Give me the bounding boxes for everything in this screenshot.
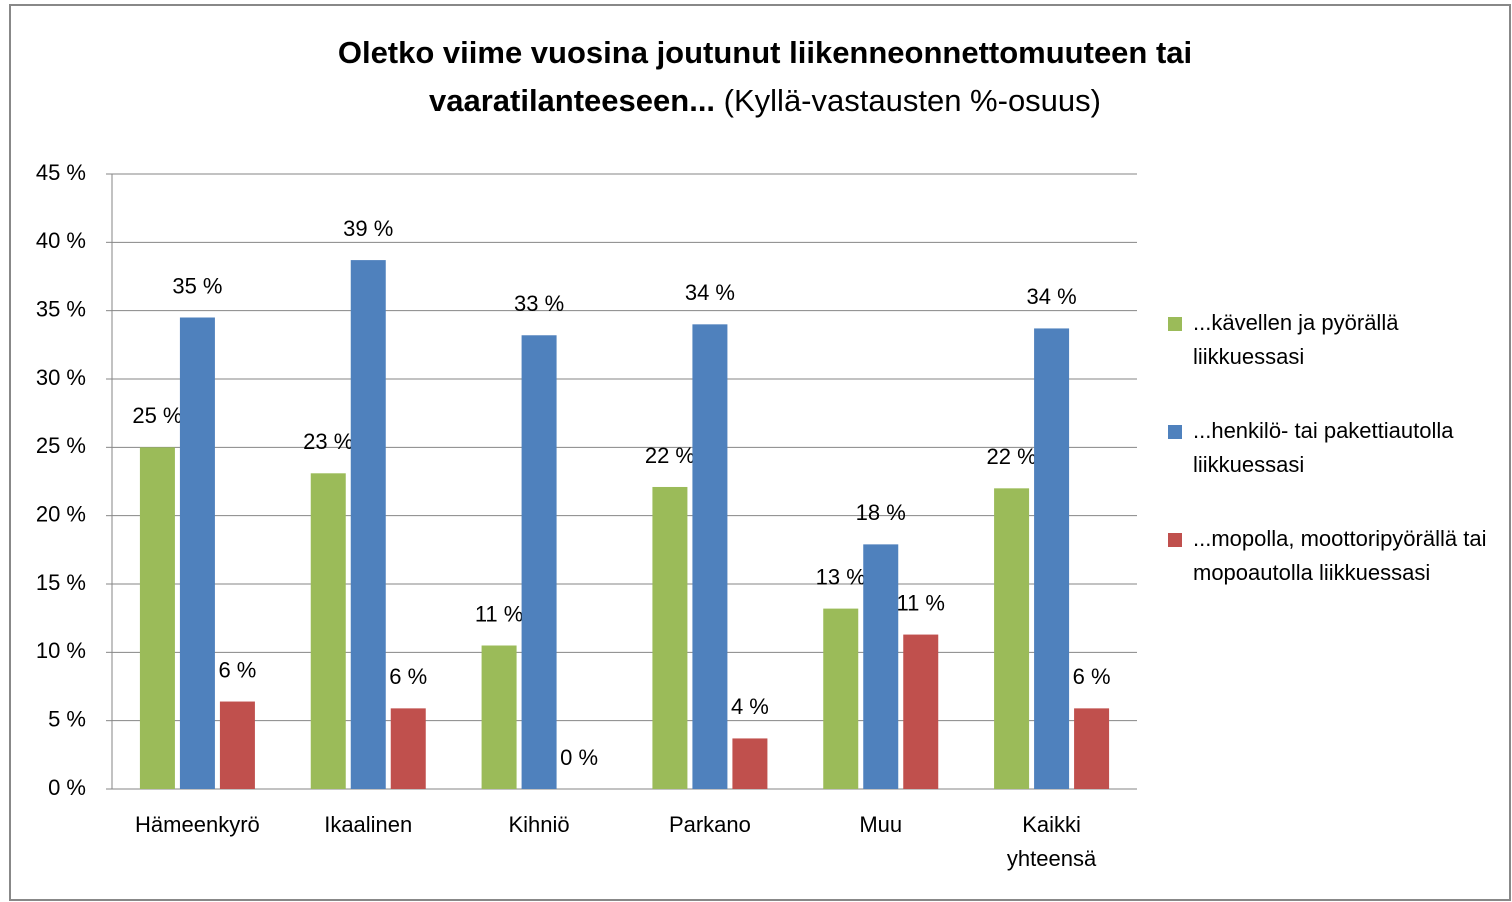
legend-label: ...mopolla, moottoripyörällä tai mopoaut… (1193, 526, 1487, 585)
chart-subtitle: (Kyllä-vastausten %-osuus) (724, 83, 1101, 118)
chart-title-line: vaaratilanteeseen... (Kyllä-vastausten %… (429, 83, 1101, 118)
y-tick-label: 30 % (36, 365, 86, 390)
value-label: 22 % (987, 444, 1037, 469)
chart-title: vaaratilanteeseen... (429, 83, 715, 118)
bar (903, 634, 939, 789)
value-label: 23 % (303, 429, 353, 454)
value-label: 11 % (896, 590, 945, 615)
value-label: 4 % (731, 694, 769, 719)
y-tick-label: 15 % (36, 570, 86, 595)
bar (1074, 708, 1110, 789)
bar (310, 473, 346, 789)
legend-swatch (1168, 425, 1182, 439)
value-label: 22 % (645, 443, 695, 468)
value-label: 6 % (218, 657, 256, 682)
bar (732, 738, 768, 789)
bar (863, 544, 899, 789)
y-tick-label: 45 % (36, 160, 86, 185)
value-label: 34 % (685, 280, 735, 305)
value-label: 13 % (816, 564, 866, 589)
y-tick-label: 20 % (36, 501, 86, 526)
value-label: 0 % (560, 745, 598, 770)
bar (179, 317, 215, 789)
legend: ...kävellen ja pyörällä liikkuessasi ...h… (1168, 306, 1498, 630)
bar (823, 608, 859, 789)
y-tick-label: 10 % (36, 638, 86, 663)
y-tick-label: 25 % (36, 433, 86, 458)
bar (994, 488, 1030, 789)
value-label: 34 % (1027, 284, 1077, 309)
legend-swatch (1168, 533, 1182, 547)
bar (139, 447, 175, 789)
value-label: 6 % (1073, 664, 1111, 689)
bar (350, 260, 386, 790)
value-label: 33 % (514, 291, 564, 316)
bar (481, 645, 517, 789)
y-tick-label: 35 % (36, 296, 86, 321)
bar (692, 324, 728, 789)
legend-entry: ...mopolla, moottoripyörällä tai mopoaut… (1168, 522, 1498, 590)
bar (219, 701, 255, 789)
x-tick-label: Muu (859, 812, 902, 837)
y-tick-label: 40 % (36, 228, 86, 253)
x-tick-label: Parkano (669, 812, 751, 837)
bar (521, 335, 557, 789)
value-label: 39 % (343, 216, 393, 241)
value-label: 18 % (856, 500, 906, 525)
value-label: 35 % (172, 273, 222, 298)
bar (390, 708, 426, 789)
legend-entry: ...kävellen ja pyörällä liikkuessasi (1168, 306, 1498, 374)
bar (1034, 328, 1070, 789)
x-tick-label: Ikaalinen (324, 812, 412, 837)
legend-label: ...kävellen ja pyörällä liikkuessasi (1193, 310, 1399, 369)
legend-swatch (1168, 317, 1182, 331)
value-label: 25 % (132, 403, 182, 428)
value-label: 6 % (389, 664, 427, 689)
value-label: 11 % (475, 601, 524, 626)
y-tick-label: 5 % (48, 706, 86, 731)
legend-entry: ...henkilö- tai pakettiautolla liikkuess… (1168, 414, 1498, 482)
chart-title: Oletko viime vuosina joutunut liikenneon… (338, 35, 1192, 70)
y-tick-label: 0 % (48, 775, 86, 800)
x-tick-label: Hämeenkyrö (135, 812, 260, 837)
frame (9, 4, 1511, 901)
legend-label: ...henkilö- tai pakettiautolla liikkuess… (1193, 418, 1454, 477)
x-tick-label: Kaikki yhteensä (1007, 812, 1097, 871)
x-tick-label: Kihniö (509, 812, 570, 837)
bar (652, 486, 688, 789)
